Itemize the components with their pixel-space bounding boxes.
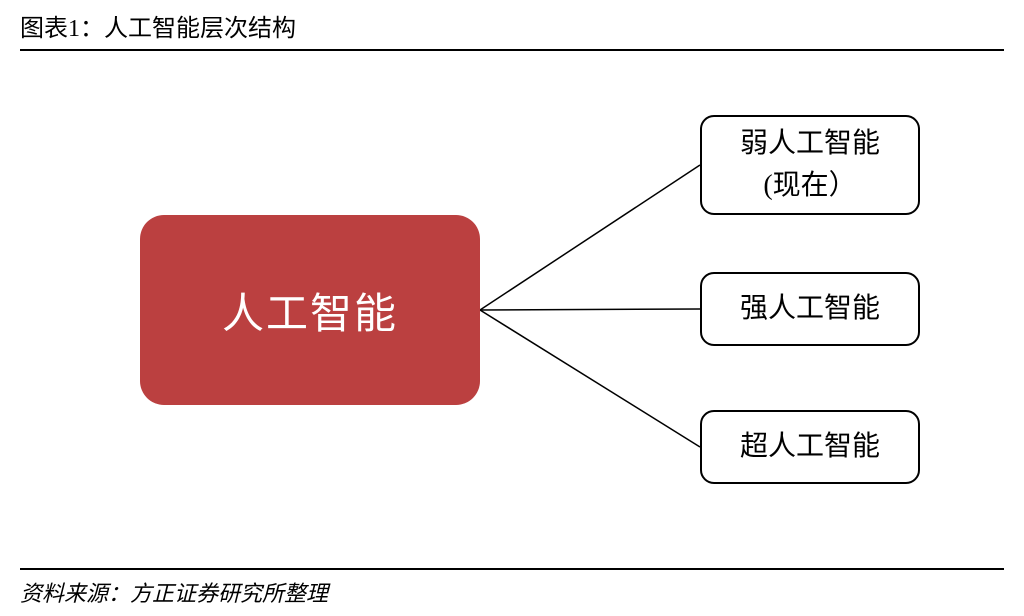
child-node-0: 弱人工智能(现在） <box>700 115 920 215</box>
root-node: 人工智能 <box>140 215 480 405</box>
root-label: 人工智能 <box>222 280 398 341</box>
source-footer: 资料来源：方正证券研究所整理 <box>20 568 1004 608</box>
child-node-1: 强人工智能 <box>700 272 920 346</box>
child-label-line1: 弱人工智能 <box>740 123 880 165</box>
child-label-line1: 强人工智能 <box>740 288 880 330</box>
edge-2 <box>480 310 700 447</box>
chart-title: 图表1：人工智能层次结构 <box>20 8 1004 51</box>
child-node-2: 超人工智能 <box>700 410 920 484</box>
hierarchy-diagram: 人工智能 弱人工智能(现在） 强人工智能超人工智能 <box>0 60 1024 550</box>
child-label-line1: 超人工智能 <box>740 426 880 468</box>
edge-0 <box>480 165 700 310</box>
child-label-line2: (现在） <box>763 165 856 207</box>
edge-1 <box>480 309 700 310</box>
